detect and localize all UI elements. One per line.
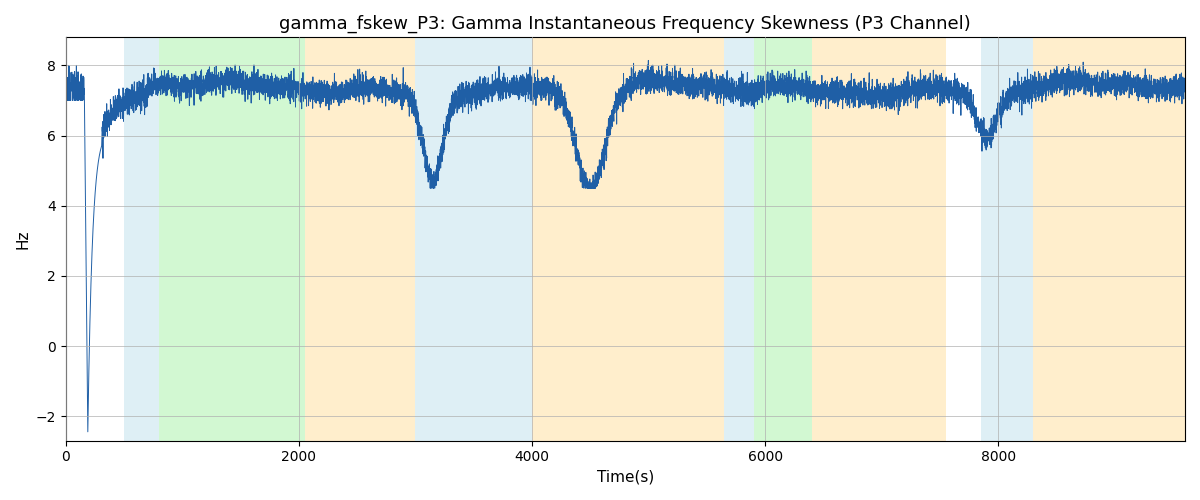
Bar — [572, 38, 725, 440]
Bar — [415, 38, 474, 440]
Bar — [158, 38, 305, 440]
Bar — [1033, 38, 1186, 440]
Bar — [725, 38, 754, 440]
Bar — [532, 38, 572, 440]
Bar — [754, 38, 812, 440]
Title: gamma_fskew_P3: Gamma Instantaneous Frequency Skewness (P3 Channel): gamma_fskew_P3: Gamma Instantaneous Freq… — [280, 15, 971, 34]
Y-axis label: Hz: Hz — [16, 230, 30, 249]
Bar — [474, 38, 532, 440]
Bar — [812, 38, 946, 440]
Bar — [980, 38, 1033, 440]
X-axis label: Time(s): Time(s) — [596, 470, 654, 485]
Bar — [124, 38, 158, 440]
Bar — [305, 38, 415, 440]
